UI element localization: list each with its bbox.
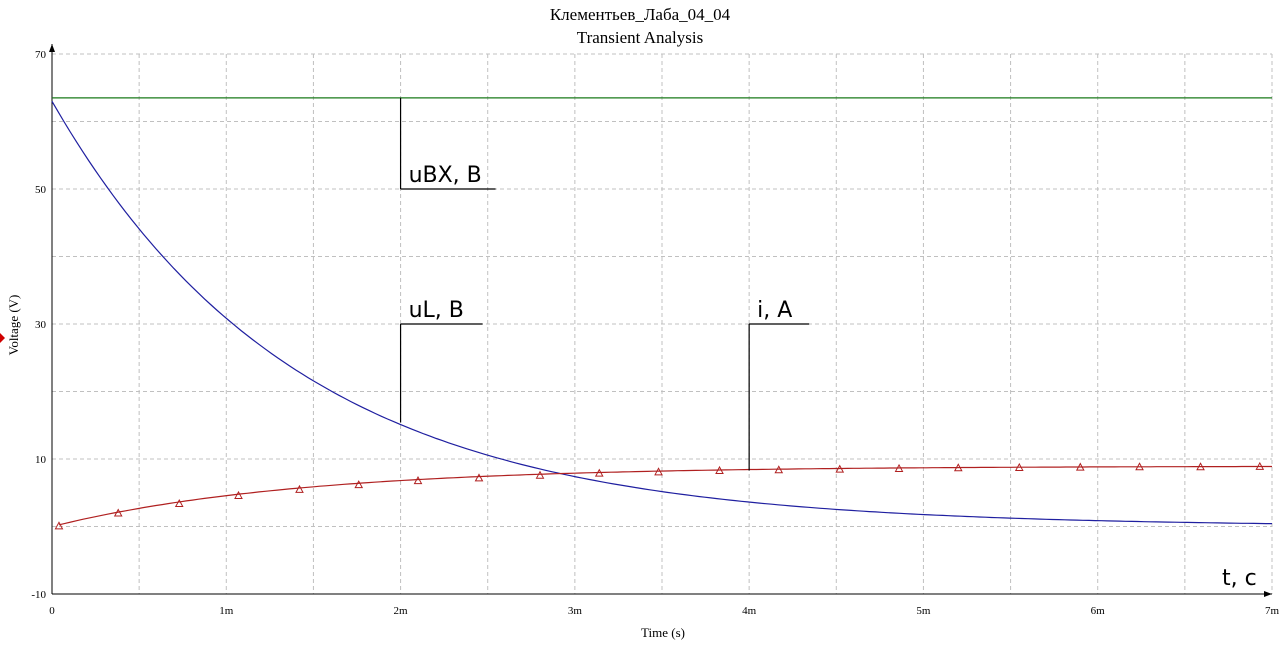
data-point-marker [1196,462,1205,471]
data-point-marker [413,476,423,485]
series-annotation-0: uBX, B [409,163,482,188]
x-tick-label: 3m [568,605,583,617]
data-point-marker [1014,462,1024,471]
data-point-marker [354,480,364,489]
annotation-layer: uBX, B uL, B i, A t, c [399,97,1257,591]
data-point-marker [654,467,663,476]
axes [49,44,1272,597]
y-tick-label: 50 [35,184,47,196]
cursor-marker-icon[interactable] [0,333,5,343]
data-point-marker [54,521,64,530]
series-layer [51,97,1272,530]
x-axis-arrow [1264,591,1272,597]
data-point-marker [774,465,784,474]
x-unit-annotation: t, c [1222,566,1257,591]
x-tick-label: 5m [916,605,931,617]
x-tick-label: 0 [49,605,55,617]
series-line-1 [51,100,1272,525]
data-point-marker [835,464,845,473]
y-tick-label: 30 [35,319,47,331]
data-point-marker [715,465,724,474]
x-tick-label: 1m [219,605,234,617]
chart-title: Клементьев_Лаба_04_04 [550,5,731,24]
x-axis-label: Time (s) [641,625,685,640]
data-point-marker [474,473,484,482]
series-line-2 [58,465,1272,526]
data-point-marker [894,463,904,472]
tick-labels: 0 1m 2m 3m 4m 5m 6m 7m -10 10 30 50 70 [31,49,1279,617]
series-annotation-2: i, A [757,298,792,323]
y-tick-label: -10 [31,589,46,601]
y-axis-label: Voltage (V) [6,295,21,356]
data-point-marker [234,490,243,499]
data-point-marker [1135,462,1144,471]
x-tick-label: 6m [1091,605,1106,617]
data-point-marker [953,463,963,472]
data-point-marker [174,498,184,508]
x-tick-label: 2m [394,605,409,617]
data-point-marker [594,468,604,477]
y-tick-label: 70 [35,49,47,61]
y-axis-arrow [49,44,55,52]
x-tick-label: 4m [742,605,757,617]
grid-lines [52,53,1273,594]
data-point-marker [113,508,123,517]
data-point-marker [1075,462,1085,471]
x-tick-label: 7m [1265,605,1279,617]
data-point-marker [295,484,304,493]
data-point-marker [535,470,545,479]
chart-subtitle: Transient Analysis [577,28,703,47]
series-annotation-1: uL, B [409,298,464,323]
data-point-marker [1255,461,1265,470]
y-tick-label: 10 [35,454,47,466]
